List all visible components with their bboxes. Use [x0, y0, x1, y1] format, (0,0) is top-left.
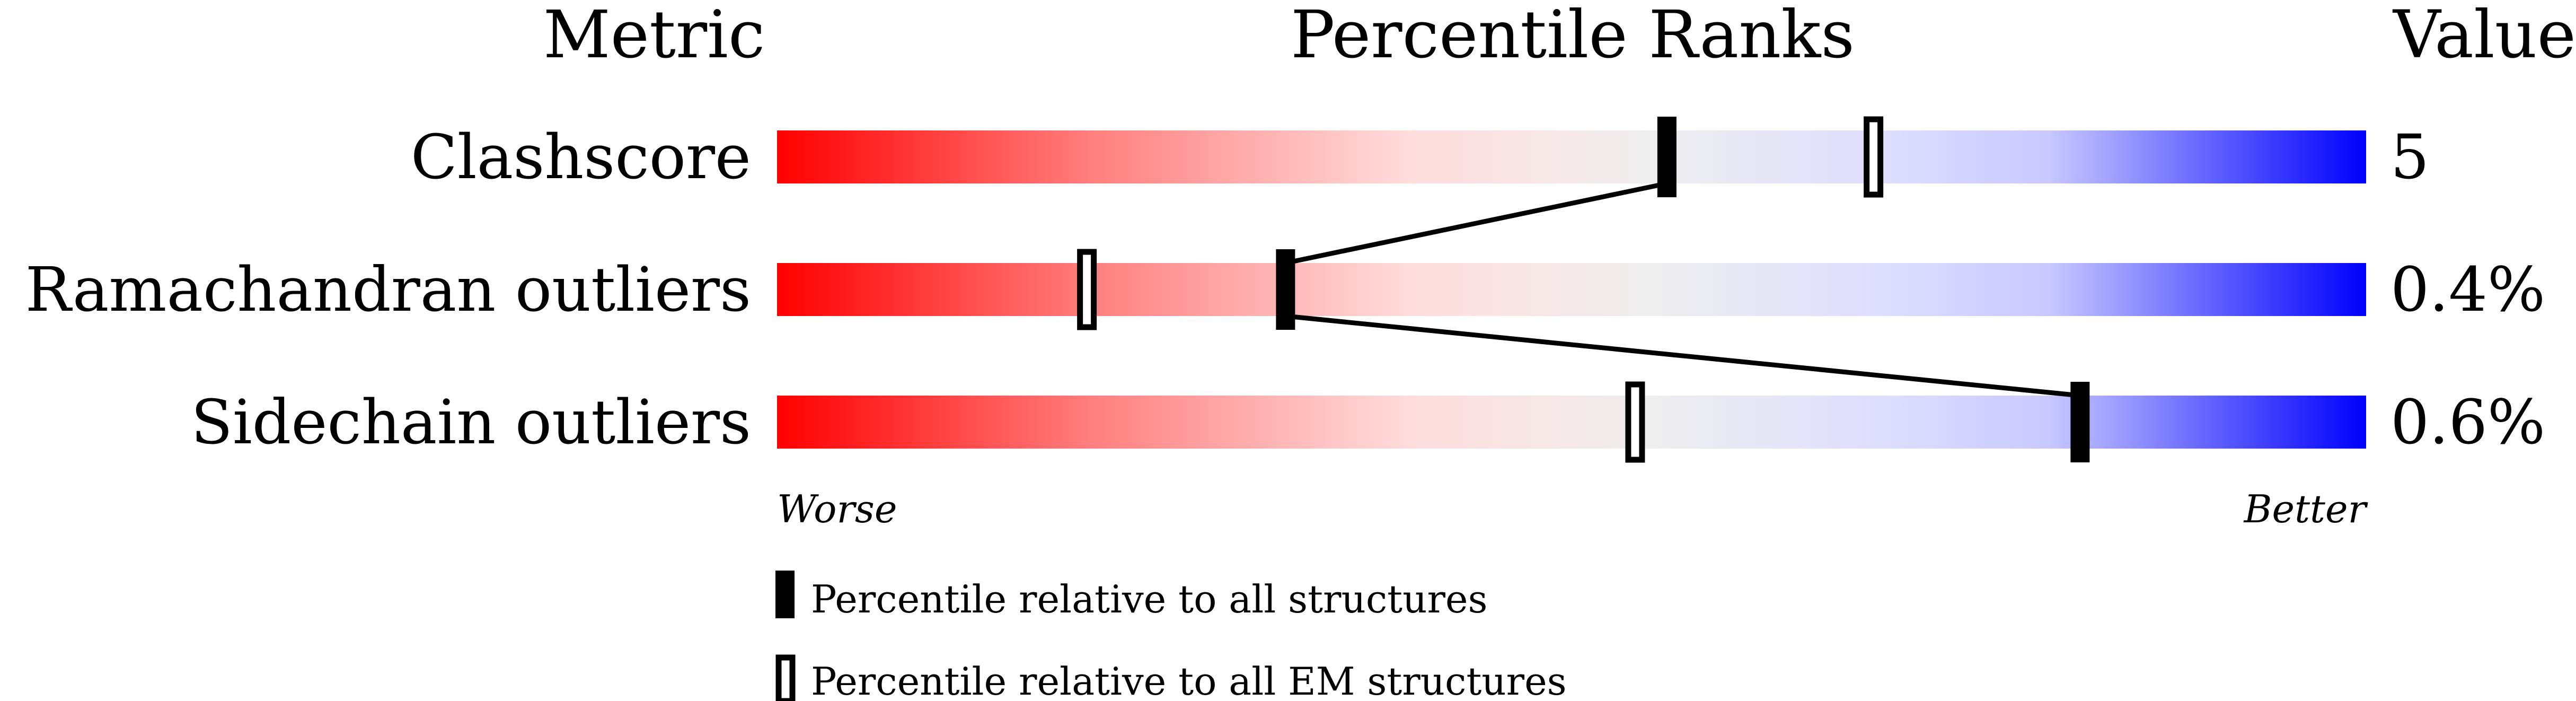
connector-line	[1285, 313, 2080, 398]
percentile-bar	[777, 263, 2366, 316]
legend-filled-marker	[775, 571, 795, 618]
em-percentile-marker	[1077, 249, 1097, 330]
axis-label-better: Better	[2243, 487, 2368, 531]
metric-label: Sidechain outliers	[191, 387, 751, 458]
percentile-bar	[777, 130, 2366, 183]
em-percentile-marker	[1864, 116, 1884, 198]
header-metric: Metric	[543, 0, 765, 73]
axis-label-worse: Worse	[777, 487, 897, 531]
metric-value: 0.6%	[2390, 387, 2545, 458]
legend-label-em: Percentile relative to all EM structures	[811, 659, 1567, 701]
legend-label-all: Percentile relative to all structures	[811, 577, 1487, 621]
header-percentile-ranks: Percentile Ranks	[1291, 0, 1855, 73]
em-percentile-marker	[1625, 381, 1645, 463]
metric-value: 5	[2390, 122, 2429, 193]
legend-open-marker	[775, 654, 796, 701]
metric-label: Ramachandran outliers	[25, 255, 751, 326]
connector-line	[1285, 181, 1668, 266]
percentile-bar	[777, 396, 2366, 449]
header-value: Value	[2392, 0, 2576, 73]
metric-value: 0.4%	[2390, 255, 2545, 326]
metric-label: Clashscore	[411, 122, 751, 193]
